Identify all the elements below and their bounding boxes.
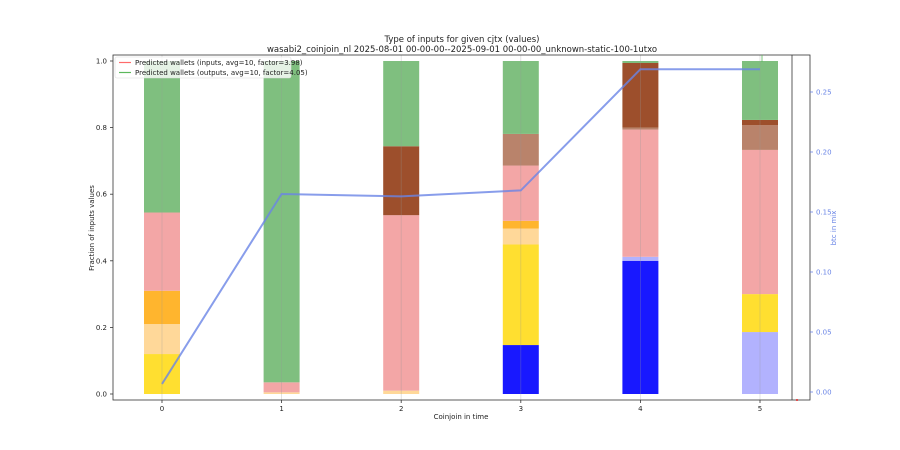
- bar-segment: [144, 290, 180, 325]
- y2-tick-label: 0.20: [816, 149, 832, 157]
- y-tick-label: 0.4: [96, 257, 108, 265]
- legend: Predicted wallets (inputs, avg=10, facto…: [114, 56, 308, 79]
- bar-segment: [144, 61, 180, 213]
- bar-segment: [383, 61, 420, 147]
- y2-tick-label: 0.25: [816, 89, 832, 97]
- chart-title: Type of inputs for given cjtx (values): [384, 35, 540, 45]
- plot-frame: [112, 54, 811, 401]
- bar-segment: [502, 345, 539, 394]
- y2-tick-label: 0.15: [816, 209, 832, 217]
- chart-subtitle: wasabi2_coinjoin_nl 2025-08-01 00-00-00-…: [267, 45, 657, 55]
- btc-line: [161, 68, 760, 385]
- bar-segment: [502, 244, 539, 346]
- y-tick-label: 0.2: [96, 324, 107, 332]
- y-axis-left: 0.0 0.2 0.4 0.6 0.8 1.0: [96, 58, 113, 399]
- x-tick-label: 0: [160, 405, 164, 413]
- x-tick-label: 2: [399, 405, 403, 413]
- y2-tick-label: 0.10: [816, 269, 832, 277]
- y2-tick-label: 0.05: [816, 329, 832, 337]
- bar-segment: [622, 127, 659, 130]
- bar-segment: [622, 62, 659, 128]
- bar-segment: [383, 215, 420, 391]
- bar-segment: [502, 165, 539, 221]
- bar-segment: [144, 354, 180, 394]
- bar-segment: [502, 61, 539, 134]
- legend-label-outputs: Predicted wallets (outputs, avg=10, fact…: [135, 69, 308, 77]
- x-axis: 0 1 2 3 4 5: [160, 400, 762, 413]
- y-tick-label: 0.6: [96, 191, 108, 199]
- bar-segment: [622, 256, 659, 261]
- bar-segment: [263, 61, 300, 383]
- x-gridlines: [161, 55, 761, 400]
- x-tick-label: 4: [638, 405, 643, 413]
- bars: [144, 61, 778, 394]
- bar-segment: [742, 125, 778, 150]
- x-tick-label: 1: [279, 405, 283, 413]
- red-marker: [796, 399, 798, 401]
- x-tick-label: 3: [519, 405, 523, 413]
- bar-segment: [742, 61, 778, 120]
- bar-segment: [263, 392, 300, 394]
- bar-segment: [502, 133, 539, 166]
- bar-segment: [742, 149, 778, 295]
- y2-axis-label: btc in mix: [830, 211, 838, 246]
- y2-tick-label: 0.00: [816, 389, 832, 397]
- bar-segment: [622, 129, 659, 257]
- bar-segment: [742, 332, 778, 394]
- y-tick-label: 0.0: [96, 391, 107, 399]
- bar-segment: [742, 294, 778, 333]
- btc-line-series: [161, 68, 760, 385]
- y-tick-label: 0.8: [96, 124, 107, 132]
- bar-segment: [622, 61, 659, 63]
- bar-segment: [502, 220, 539, 229]
- bar-segment: [742, 119, 778, 126]
- y-axis-right: 0.00 0.05 0.10 0.15 0.20 0.25: [810, 89, 832, 397]
- bar-segment: [263, 382, 300, 393]
- bar-segment: [502, 228, 539, 245]
- bar-segment: [622, 260, 659, 394]
- bar-segment: [383, 390, 420, 394]
- bar-segment: [144, 212, 180, 291]
- bar-segment: [383, 146, 420, 216]
- y-tick-label: 1.0: [96, 58, 107, 66]
- legend-label-inputs: Predicted wallets (inputs, avg=10, facto…: [135, 59, 303, 67]
- bar-segment: [144, 324, 180, 355]
- x-tick-label: 5: [758, 405, 762, 413]
- y-axis-label: Fraction of inputs values: [88, 185, 96, 271]
- x-axis-label: Coinjoin in time: [434, 413, 489, 421]
